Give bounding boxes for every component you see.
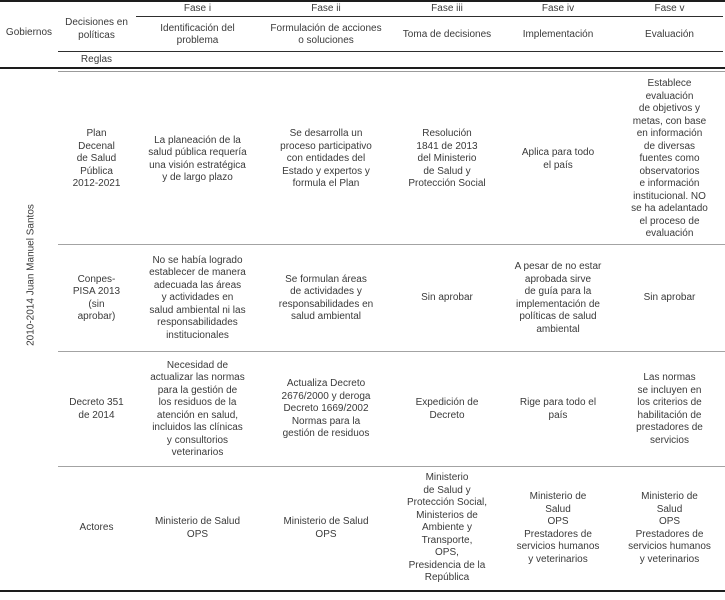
row-separator	[58, 244, 725, 245]
fase-iv-cell: Rige para todo el país	[519, 397, 597, 421]
policy-name-cell: Plan Decenal de Salud Pública 2012-2021	[72, 128, 121, 190]
row-separator	[58, 466, 725, 467]
gobiernos-header: Gobiernos	[5, 27, 53, 38]
fase-iv-cell: Ministerio de Salud OPS Prestadores de s…	[516, 491, 600, 565]
reglas-header: Reglas	[80, 54, 113, 65]
gobierno-vertical-label: 2010-2014 Juan Manuel Santos	[25, 204, 37, 346]
reglas-top-rule	[58, 51, 723, 52]
subheader-implementacion: Implementación	[522, 28, 594, 40]
row-separator	[58, 351, 725, 352]
col-header-fase-iv: Fase iv	[541, 3, 575, 14]
fase-i-cell: No se había logrado establecer de manera…	[149, 254, 246, 341]
table-body: Plan Decenal de Salud Pública 2012-2021 …	[0, 74, 725, 592]
fase-v-cell: Sin aprobar	[643, 292, 696, 304]
fase-subheader-row: Identificación del problema Formulación …	[135, 19, 725, 51]
fase-v-cell: Establece evaluación de objetivos y meta…	[631, 78, 708, 240]
col-header-fase-i: Fase i	[183, 3, 212, 14]
fase-i-cell: Ministerio de Salud OPS	[154, 516, 241, 540]
subheader-identificacion: Identificación del problema	[160, 22, 235, 47]
fase-label-row: Fase i Fase ii Fase iii Fase iv Fase v	[135, 3, 725, 16]
fase-v-cell: Ministerio de Salud OPS Prestadores de s…	[628, 491, 711, 565]
fase-iv-cell: A pesar de no estar aprobada sirve de gu…	[514, 261, 602, 335]
table-row: Actores Ministerio de Salud OPS Minister…	[0, 466, 725, 590]
fase-ii-cell: Ministerio de Salud OPS	[283, 516, 369, 540]
fase-spanner-rule	[136, 16, 723, 17]
col-header-fase-v: Fase v	[654, 3, 685, 14]
col-header-fase-iii: Fase iii	[431, 3, 463, 14]
table-header: Fase i Fase ii Fase iii Fase iv Fase v G…	[0, 0, 725, 74]
fase-iii-cell: Resolución 1841 de 2013 del Ministerio d…	[408, 128, 486, 190]
fase-ii-cell: Actualiza Decreto 2676/2000 y deroga Dec…	[281, 378, 371, 440]
fase-iii-cell: Sin aprobar	[421, 292, 473, 304]
policy-name-cell: Actores	[79, 522, 114, 534]
decisiones-header: Decisiones en políticas	[65, 17, 128, 41]
fase-iii-cell: Ministerio de Salud y Protección Social,…	[406, 472, 488, 584]
fase-i-cell: Necesidad de actualizar las normas para …	[150, 359, 245, 459]
table-row: Conpes- PISA 2013 (sin aprobar) No se ha…	[0, 244, 725, 352]
subheader-toma-decisiones: Toma de decisiones	[402, 28, 492, 40]
bottom-rule	[0, 590, 725, 592]
table-row: Plan Decenal de Salud Pública 2012-2021 …	[0, 74, 725, 245]
fase-v-cell: Las normas se incluyen en los criterios …	[636, 372, 703, 446]
table-row: Decreto 351 de 2014 Necesidad de actuali…	[0, 351, 725, 467]
fase-ii-cell: Se formulan áreas de actividades y respo…	[278, 273, 374, 323]
gobierno-spacer	[0, 467, 58, 590]
top-rule	[0, 0, 725, 2]
gobierno-spacer	[0, 352, 58, 467]
header-bottom-rule	[0, 67, 725, 69]
subheader-evaluacion: Evaluación	[645, 28, 694, 40]
fase-iii-cell: Expedición de Decreto	[415, 397, 479, 421]
header-secondary-rule	[58, 71, 725, 72]
col-header-fase-ii: Fase ii	[311, 3, 341, 14]
policy-name-cell: Decreto 351 de 2014	[69, 397, 124, 421]
fase-iv-cell: Aplica para todo el país	[521, 147, 595, 171]
subheader-formulacion: Formulación de acciones o soluciones	[270, 22, 382, 47]
fase-ii-cell: Se desarrolla un proceso participativo c…	[280, 128, 372, 190]
fase-i-cell: La planeación de la salud pública requer…	[148, 134, 247, 184]
policy-name-cell: Conpes- PISA 2013 (sin aprobar)	[72, 273, 121, 323]
